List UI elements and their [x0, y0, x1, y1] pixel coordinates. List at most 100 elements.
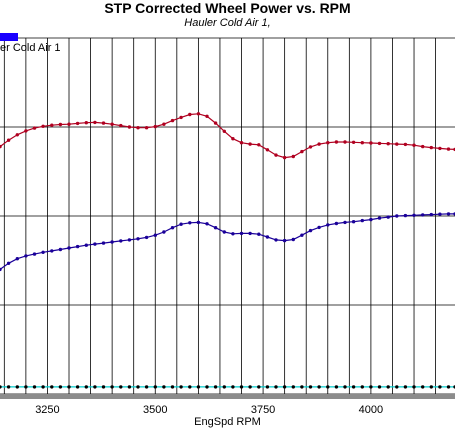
data-point: [162, 230, 166, 234]
data-point: [257, 143, 261, 147]
data-point: [291, 237, 295, 242]
data-point: [205, 222, 209, 226]
data-point: [6, 138, 11, 142]
data-point: [136, 237, 140, 241]
data-point: [446, 385, 451, 389]
data-point: [274, 238, 278, 242]
data-point: [188, 385, 192, 389]
data-point: [248, 385, 252, 389]
data-point: [360, 141, 364, 145]
data-point: [188, 221, 192, 225]
data-point: [0, 144, 2, 149]
data-point: [213, 226, 218, 230]
data-point: [386, 142, 390, 146]
data-point: [50, 249, 54, 253]
data-point: [24, 385, 28, 389]
data-point: [67, 246, 71, 250]
data-point: [412, 385, 416, 389]
data-point: [0, 267, 2, 272]
data-point: [222, 385, 226, 389]
data-point: [274, 153, 278, 157]
data-point: [265, 385, 270, 389]
data-point: [308, 228, 313, 233]
data-point: [162, 122, 166, 126]
data-point: [162, 385, 166, 389]
data-point: [196, 112, 201, 116]
data-point: [334, 385, 339, 389]
chart-title: STP Corrected Wheel Power vs. RPM: [104, 0, 351, 16]
data-point: [343, 385, 347, 389]
data-point: [41, 250, 45, 254]
data-point: [75, 121, 80, 126]
series-lines: [0, 112, 455, 389]
data-point: [282, 155, 287, 160]
chart-subtitle: Hauler Cold Air 1,: [184, 17, 271, 29]
data-point: [317, 385, 321, 389]
data-point: [222, 230, 226, 234]
legend-swatch: [0, 33, 18, 41]
data-point: [369, 141, 373, 145]
data-point: [101, 385, 106, 389]
data-point: [282, 385, 287, 389]
data-point: [110, 385, 114, 389]
data-point: [317, 142, 321, 146]
data-point: [395, 214, 399, 218]
data-point: [369, 217, 373, 222]
data-point: [188, 112, 192, 117]
data-point: [412, 143, 416, 147]
data-point: [153, 124, 157, 129]
data-point: [291, 385, 295, 389]
data-point: [412, 213, 416, 217]
data-point: [196, 385, 201, 389]
data-point: [110, 122, 114, 126]
data-point: [421, 144, 425, 149]
data-point: [119, 123, 123, 128]
data-point: [170, 118, 175, 123]
data-point: [50, 385, 54, 389]
data-point: [429, 385, 433, 389]
data-point: [32, 385, 37, 389]
data-point: [257, 232, 261, 236]
data-point: [153, 385, 157, 389]
data-point: [326, 141, 330, 145]
data-point: [291, 154, 295, 159]
data-point: [119, 385, 123, 389]
data-point: [231, 137, 235, 141]
data-point: [24, 129, 28, 133]
data-point: [15, 257, 19, 261]
x-axis-band: [0, 394, 455, 399]
data-point: [360, 218, 364, 223]
data-point: [84, 243, 89, 247]
data-point: [179, 115, 183, 120]
data-point: [446, 212, 451, 216]
data-point: [67, 122, 71, 126]
data-point: [6, 261, 11, 265]
data-point: [127, 125, 132, 129]
data-point: [24, 254, 28, 258]
x-axis-label: EngSpd RPM: [194, 416, 261, 428]
data-point: [386, 385, 390, 389]
x-tick-label: 3500: [143, 404, 167, 416]
data-point: [395, 385, 399, 389]
data-point: [265, 148, 270, 152]
data-point: [438, 385, 442, 389]
data-point: [274, 385, 278, 389]
data-point: [300, 149, 304, 154]
legend-label: er Cold Air 1: [0, 42, 61, 54]
data-point: [369, 385, 373, 389]
data-point: [58, 247, 63, 252]
data-point: [231, 232, 235, 236]
data-point: [351, 140, 356, 144]
data-point: [334, 221, 339, 226]
data-point: [326, 223, 330, 227]
data-point: [32, 126, 37, 130]
data-point: [239, 231, 244, 236]
data-point: [196, 220, 201, 225]
data-point: [308, 385, 313, 389]
data-point: [101, 241, 106, 245]
data-point: [179, 222, 183, 226]
data-point: [403, 142, 408, 147]
data-point: [438, 146, 442, 151]
data-point: [136, 126, 140, 130]
